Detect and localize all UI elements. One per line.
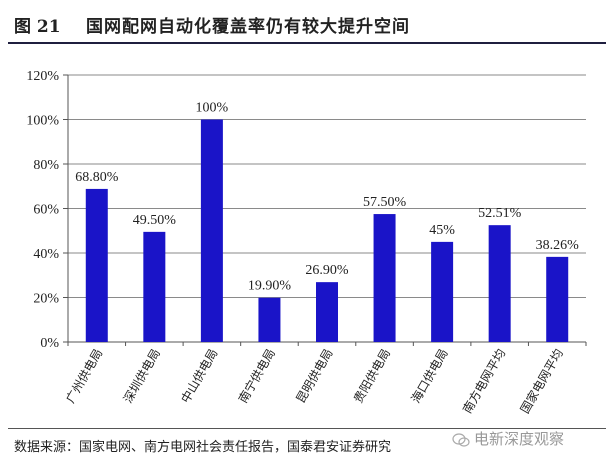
y-tick-label: 100% [26,114,59,129]
bar [143,231,166,342]
bar [85,188,108,342]
y-tick-label: 80% [33,158,59,173]
bar [200,119,223,342]
x-tick-label: 海口供电局 [408,346,451,405]
data-label: 68.80% [75,170,119,185]
x-tick-label: 昆明供电局 [293,347,335,406]
footer-rule [8,428,606,429]
x-tick-label: 广州供电局 [63,347,105,406]
header-rule [8,42,606,44]
bar [431,241,454,342]
source-note: 数据来源：国家电网、南方电网社会责任报告，国泰君安证券研究 [14,440,392,455]
data-label: 26.90% [305,263,349,278]
data-label: 49.50% [133,213,177,228]
figure-title: 国网配网自动化覆盖率仍有较大提升空间 [86,17,410,37]
data-label: 57.50% [363,195,407,210]
y-tick-label: 40% [33,247,59,262]
figure-header: 图 21 国网配网自动化覆盖率仍有较大提升空间 [0,0,616,46]
bar [258,297,281,342]
y-tick-label: 20% [33,292,59,307]
data-label: 38.26% [536,238,580,253]
x-tick-label: 国家电网平均 [517,346,566,416]
figure-label: 图 21 [14,17,61,37]
x-tick-label: 南方电网平均 [459,346,508,416]
y-tick-label: 60% [33,203,59,218]
x-tick-label: 深圳供电局 [121,347,163,406]
y-tick-label: 0% [40,336,59,351]
x-tick-label: 南宁供电局 [235,346,278,405]
bar [488,225,511,342]
data-label: 45% [429,223,455,238]
bar [546,256,569,342]
data-label: 52.51% [478,206,522,221]
data-label: 100% [196,101,229,116]
y-tick-label: 120% [26,69,59,84]
watermark: 电新深度观察 [474,430,565,448]
bar [316,282,338,342]
bar-chart: 0% 20% 40% 60% 80% 100% 120% 68.80% 广州供电局 49.50% 深… [26,69,587,416]
data-label: 19.90% [248,279,292,294]
wechat-icon [452,433,470,447]
x-tick-label: 中山供电局 [177,346,220,405]
x-tick-label: 贵阳供电局 [351,347,393,406]
bar [373,214,396,342]
